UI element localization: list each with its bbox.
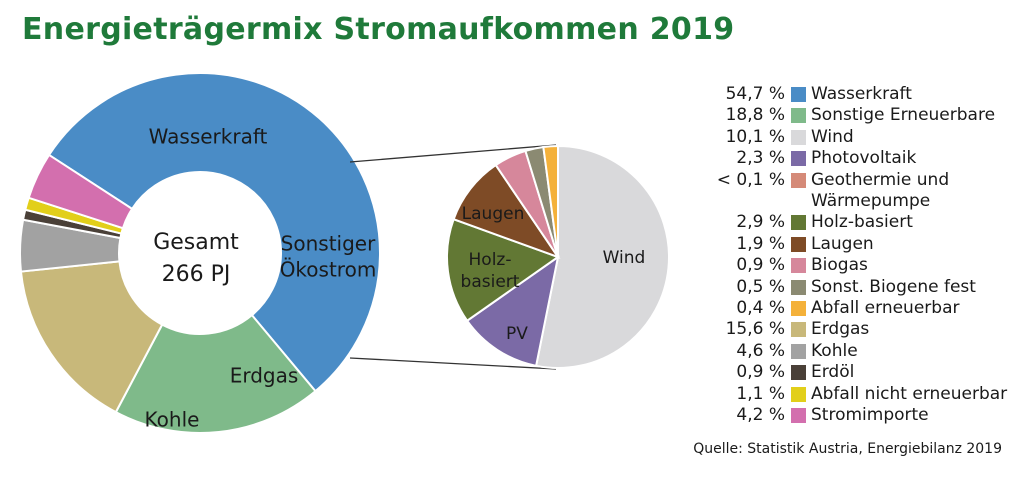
pie-label-holz-basiert-line2: basiert xyxy=(461,272,520,292)
legend-item: < 0,1 % Geothermie und Wärmepumpe xyxy=(636,170,1020,213)
legend-item: 54,7 % Wasserkraft xyxy=(636,84,1020,105)
legend-percent: < 0,1 % xyxy=(716,169,785,190)
legend-percent: 15,6 % xyxy=(725,319,785,340)
donut-label-kohle: Kohle xyxy=(145,408,200,432)
legend-percent: 0,9 % xyxy=(736,362,785,383)
legend-item: 1,1 % Abfall nicht erneuerbar xyxy=(636,384,1020,405)
legend-item: 10,1 % Wind xyxy=(636,127,1020,148)
legend-label: Abfall erneuerbar xyxy=(811,298,960,319)
legend-swatch xyxy=(791,258,806,274)
legend-percent: 2,9 % xyxy=(736,212,785,233)
center-label-line1: Gesamt xyxy=(153,230,239,255)
connector-lines xyxy=(349,144,557,370)
legend-percent: 4,2 % xyxy=(736,405,785,426)
legend-swatch xyxy=(791,386,806,402)
legend-swatch xyxy=(791,322,806,338)
donut-label-sonstiger-ökostrom-line1: Sonstiger xyxy=(281,232,376,256)
legend-swatch xyxy=(791,236,806,252)
legend-percent: 1,1 % xyxy=(736,383,785,404)
legend-swatch xyxy=(791,129,806,145)
legend: 54,7 % Wasserkraft 18,8 % Sonstige Erneuerb… xyxy=(636,84,1020,427)
legend-item: 0,9 % Erdöl xyxy=(636,362,1020,383)
legend-item: 0,9 % Biogas xyxy=(636,255,1020,276)
legend-item: 18,8 % Sonstige Erneuerbare xyxy=(636,105,1020,126)
legend-item: 2,3 % Photovoltaik xyxy=(636,148,1020,169)
legend-item: 0,5 % Sonst. Biogene fest xyxy=(636,277,1020,298)
legend-label: Wasserkraft xyxy=(811,84,912,104)
legend-percent: 0,4 % xyxy=(736,298,785,319)
pie-slice-pv xyxy=(465,254,560,367)
donut-chart xyxy=(19,72,381,434)
legend-swatch xyxy=(791,365,806,381)
legend-label: Laugen xyxy=(811,233,874,254)
legend-label: Stromimporte xyxy=(811,405,929,426)
pie-slice-slice-6 xyxy=(542,144,559,258)
pie-label-pv: PV xyxy=(506,324,528,344)
legend-item: 0,4 % Abfall erneuerbar xyxy=(636,298,1020,319)
legend-item: 1,9 % Laugen xyxy=(636,234,1020,255)
legend-label: Sonstige Erneuerbare xyxy=(811,105,996,126)
legend-item: 15,6 % Erdgas xyxy=(636,319,1020,340)
center-label-line2: 266 PJ xyxy=(162,262,231,287)
legend-swatch xyxy=(791,151,806,167)
legend-swatch xyxy=(791,172,806,188)
legend-percent: 18,8 % xyxy=(725,105,785,126)
pie-label-wind: Wind xyxy=(603,248,646,268)
legend-item: 4,6 % Kohle xyxy=(636,341,1020,362)
donut-label-wasserkraft: Wasserkraft xyxy=(149,125,268,149)
legend-swatch xyxy=(791,343,806,359)
pie-slice-wind xyxy=(534,144,670,369)
donut-slice-sonstiger-ökostrom xyxy=(114,313,317,434)
legend-label: Sonst. Biogene fest xyxy=(811,276,976,297)
legend-percent: 1,9 % xyxy=(736,233,785,254)
pie-slice-holz-basiert xyxy=(446,217,561,323)
legend-swatch xyxy=(791,215,806,231)
legend-percent: 4,6 % xyxy=(736,340,785,361)
legend-percent: 0,9 % xyxy=(736,255,785,276)
legend-label: Erdöl xyxy=(811,362,855,383)
legend-percent: 0,5 % xyxy=(736,276,785,297)
legend-percent: 54,7 % xyxy=(725,84,785,104)
legend-percent: 2,3 % xyxy=(736,148,785,169)
legend-label: Erdgas xyxy=(811,319,870,340)
legend-label: Photovoltaik xyxy=(811,148,917,169)
donut-slice-erdgas xyxy=(19,260,164,414)
pie-label-holz-basiert-line1: Holz- xyxy=(469,250,512,270)
legend-label: Kohle xyxy=(811,340,858,361)
legend-item: 4,2 % Stromimporte xyxy=(636,405,1020,426)
legend-swatch xyxy=(791,279,806,295)
source-note: Quelle: Statistik Austria, Energiebilanz… xyxy=(693,441,1002,457)
legend-swatch xyxy=(791,87,806,102)
detail-pie-chart xyxy=(446,144,670,369)
legend-label: Geothermie und Wärmepumpe xyxy=(811,169,950,212)
legend-label: Holz-basiert xyxy=(811,212,913,233)
detail-pie-labels: Wind PV Holz-basiert Laugen xyxy=(461,204,646,344)
donut-label-erdgas: Erdgas xyxy=(230,364,299,388)
legend-label: Abfall nicht erneuerbar xyxy=(811,383,1008,404)
pie-label-laugen: Laugen xyxy=(462,204,525,224)
legend-label: Wind xyxy=(811,126,854,147)
legend-swatch xyxy=(791,301,806,317)
connector-line-1 xyxy=(349,144,557,163)
donut-slice-slice-6 xyxy=(27,153,134,230)
legend-swatch xyxy=(791,108,806,124)
legend-swatch xyxy=(791,408,806,424)
legend-percent: 10,1 % xyxy=(725,126,785,147)
donut-label-sonstiger-ökostrom-line2: Ökostrom xyxy=(280,257,377,281)
chart-title: Energieträgermix Stromaufkommen 2019 xyxy=(22,12,735,47)
legend-item: 2,9 % Holz-basiert xyxy=(636,212,1020,233)
connector-line-2 xyxy=(349,357,557,370)
legend-label: Biogas xyxy=(811,255,868,276)
donut-slice-wasserkraft xyxy=(47,72,381,393)
